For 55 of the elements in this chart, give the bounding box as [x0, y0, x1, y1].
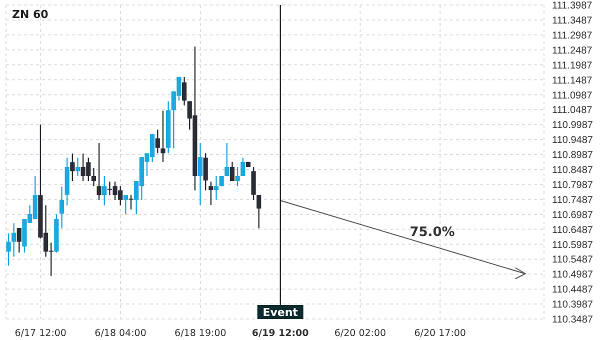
y-tick-label: 110.5487 — [552, 254, 594, 266]
candlestick — [6, 232, 11, 266]
annotation: 75.0% — [410, 224, 455, 240]
x-tick-label: 6/20 17:00 — [414, 328, 466, 339]
x-tick-label: 6/20 02:00 — [334, 328, 386, 339]
candlestick — [102, 175, 107, 206]
candlestick — [240, 157, 246, 177]
y-tick-label: 110.4487 — [552, 284, 594, 296]
y-tick-label: 111.0487 — [552, 105, 593, 116]
ref-line-label: Event — [262, 306, 298, 319]
candlestick — [208, 181, 214, 206]
candlestick — [12, 222, 16, 258]
y-tick-label: 110.7987 — [552, 180, 594, 191]
y-tick-label: 110.9487 — [552, 135, 594, 146]
candlestick — [256, 194, 262, 229]
y-tick-label: 111.3987 — [552, 0, 593, 12]
y-tick-label: 110.9987 — [552, 120, 594, 132]
y-tick-label: 110.8487 — [552, 165, 594, 176]
x-tick-label: 6/18 19:00 — [174, 328, 226, 339]
chart-title: ZN 60 — [12, 8, 48, 21]
y-tick-label: 110.4987 — [552, 270, 594, 281]
y-tick-label: 110.6987 — [552, 210, 594, 221]
y-tick-label: 110.6487 — [552, 224, 594, 236]
candlestick — [182, 76, 187, 106]
y-tick-label: 111.2987 — [552, 30, 593, 42]
y-tick-label: 111.0987 — [552, 90, 593, 102]
candlestick — [235, 166, 240, 187]
y-tick-label: 110.3987 — [552, 300, 594, 311]
candlestick — [230, 161, 235, 182]
candlestick — [96, 142, 102, 200]
candlestick — [128, 194, 134, 210]
candlestick — [214, 175, 219, 200]
candlestick — [123, 194, 128, 215]
candlestick — [155, 129, 160, 154]
candlestick — [59, 186, 64, 229]
candlestick — [16, 227, 22, 254]
candlestick — [70, 152, 75, 182]
candlestick — [75, 157, 80, 177]
candlestick — [160, 110, 166, 163]
candlestick — [251, 166, 256, 200]
y-tick-label: 111.1487 — [552, 75, 593, 86]
y-tick-label: 111.1987 — [552, 60, 593, 72]
candlestick — [224, 142, 230, 177]
candlestick — [203, 152, 208, 191]
candlestick — [198, 142, 203, 206]
y-tick-label: 111.2487 — [552, 45, 593, 56]
y-tick-label: 110.3487 — [552, 314, 594, 326]
y-tick-label: 110.7487 — [552, 194, 594, 206]
x-tick-label: 6/19 12:00 — [252, 328, 310, 339]
x-tick-label: 6/18 04:00 — [94, 328, 146, 339]
y-tick-label: 110.8987 — [552, 150, 594, 162]
y-tick-label: 111.3487 — [552, 16, 593, 26]
y-tick-label: 110.5987 — [552, 240, 594, 251]
candlestick — [91, 167, 96, 187]
x-tick-label: 6/17 12:00 — [14, 328, 66, 339]
